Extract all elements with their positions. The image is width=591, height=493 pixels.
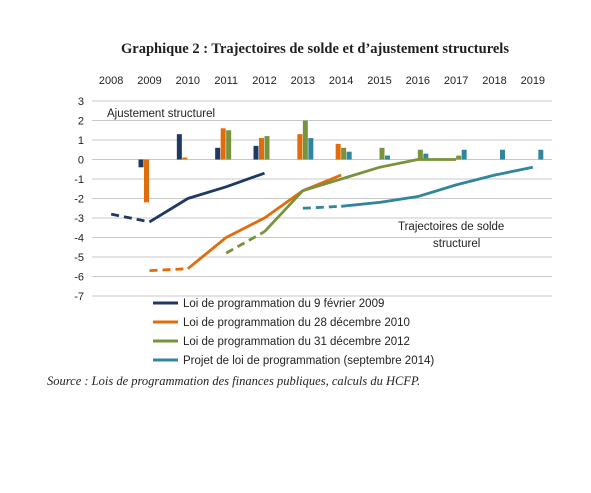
legend-label: Projet de loi de programmation (septembr… xyxy=(183,355,434,367)
y-tick-label: 1 xyxy=(78,135,84,147)
bars-annotation: Ajustement structurel xyxy=(107,108,215,120)
chart-legend: Loi de programmation du 9 février 2009 Lo… xyxy=(153,298,434,367)
y-tick-label: -2 xyxy=(74,194,84,206)
bar xyxy=(253,145,259,160)
y-tick-label: 3 xyxy=(78,96,84,108)
series-line xyxy=(263,158,457,233)
bar xyxy=(144,159,149,203)
adjustment-bars xyxy=(138,120,544,203)
y-tick-label: -4 xyxy=(74,233,84,245)
bar xyxy=(176,134,182,160)
series-line-dashed xyxy=(110,212,150,224)
source-note: Source : Lois de programmation des finan… xyxy=(47,374,420,388)
series-line-dashed xyxy=(225,230,266,255)
x-tick-label: 2015 xyxy=(367,75,391,87)
y-tick-label: -3 xyxy=(74,213,84,225)
bar xyxy=(385,155,390,160)
bar xyxy=(308,138,314,160)
x-tick-label: 2016 xyxy=(406,75,430,87)
y-tick-label: 0 xyxy=(78,155,84,167)
bar xyxy=(220,128,226,160)
series-line xyxy=(341,165,534,208)
bar xyxy=(138,159,144,168)
bar xyxy=(182,157,188,160)
legend-label: Loi de programmation du 9 février 2009 xyxy=(183,298,384,310)
legend-label: Loi de programmation du 31 décembre 2012 xyxy=(183,336,410,348)
y-tick-label: 2 xyxy=(78,116,84,128)
x-tick-label: 2017 xyxy=(444,75,468,87)
x-axis-year-labels: 2008 2009 2010 2011 2012 2013 2014 2015 2016 2017… xyxy=(99,75,545,87)
balance-trajectory-lines xyxy=(110,158,534,273)
y-tick-label: -1 xyxy=(74,174,84,186)
x-tick-label: 2011 xyxy=(214,75,238,87)
series-line-dashed xyxy=(149,267,188,273)
bar xyxy=(259,138,264,160)
series-line-dashed xyxy=(302,204,342,210)
lines-annotation-line2: structurel xyxy=(433,238,480,250)
x-tick-label: 2013 xyxy=(291,75,315,87)
bar xyxy=(456,155,462,160)
bar xyxy=(226,130,232,160)
y-tick-label: -5 xyxy=(74,252,84,264)
x-tick-label: 2012 xyxy=(252,75,276,87)
x-tick-label: 2018 xyxy=(482,75,506,87)
bar xyxy=(423,153,429,160)
bar xyxy=(264,136,270,160)
x-tick-label: 2010 xyxy=(176,75,200,87)
chart-title: Graphique 2 : Trajectoires de solde et d… xyxy=(121,41,509,57)
series-line xyxy=(186,173,342,270)
bar xyxy=(341,147,347,160)
x-tick-label: 2008 xyxy=(99,75,123,87)
x-tick-label: 2014 xyxy=(329,75,353,87)
y-tick-label: -7 xyxy=(74,291,84,303)
bar xyxy=(538,149,544,160)
bar xyxy=(379,147,385,160)
bar xyxy=(500,149,505,160)
lines-annotation-line1: Trajectoires de solde xyxy=(398,221,504,233)
x-tick-label: 2019 xyxy=(521,75,545,87)
bar xyxy=(297,134,303,160)
bar xyxy=(461,149,467,160)
x-tick-label: 2009 xyxy=(137,75,161,87)
legend-label: Loi de programmation du 28 décembre 2010 xyxy=(183,317,410,329)
chart-gridlines xyxy=(92,100,552,297)
y-axis-ticks: 3 2 1 0 -1 -2 -3 -4 -5 -6 -7 xyxy=(74,96,84,303)
y-tick-label: -6 xyxy=(74,272,84,284)
bar xyxy=(417,149,423,160)
bar xyxy=(346,151,352,160)
bar xyxy=(335,143,341,160)
series-line xyxy=(148,171,265,224)
bar xyxy=(302,120,308,160)
bar xyxy=(215,147,221,160)
